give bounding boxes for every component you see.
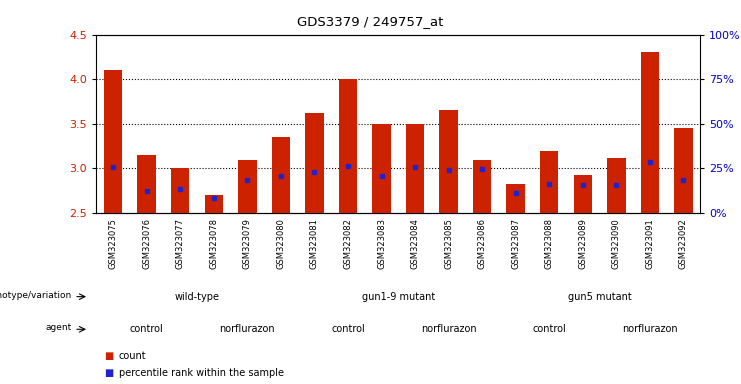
Bar (372, 124, 391, 213)
Text: norflurazon: norflurazon (622, 324, 678, 334)
Text: GSM323089: GSM323089 (578, 218, 588, 269)
Text: GSM323092: GSM323092 (679, 218, 688, 269)
Text: control: control (532, 324, 566, 334)
Text: GSM323081: GSM323081 (310, 218, 319, 269)
Text: percentile rank within the sample: percentile rank within the sample (119, 368, 284, 378)
Bar (674, 128, 693, 213)
Text: GSM323087: GSM323087 (511, 218, 520, 270)
Text: ■: ■ (104, 351, 113, 361)
Text: GSM323079: GSM323079 (243, 218, 252, 269)
Text: genotype/variation: genotype/variation (0, 291, 73, 300)
Bar (205, 195, 223, 213)
Text: GSM323077: GSM323077 (176, 218, 185, 270)
Text: GSM323080: GSM323080 (276, 218, 285, 269)
Text: GSM323085: GSM323085 (444, 218, 453, 269)
Bar (607, 158, 625, 213)
Text: GSM323084: GSM323084 (411, 218, 419, 269)
Text: GSM323088: GSM323088 (545, 218, 554, 270)
Text: GSM323090: GSM323090 (612, 218, 621, 269)
Text: GSM323086: GSM323086 (478, 218, 487, 270)
Bar (171, 169, 190, 213)
Text: control: control (331, 324, 365, 334)
Text: wild-type: wild-type (174, 291, 219, 302)
Bar (507, 184, 525, 213)
Bar (238, 160, 256, 213)
Text: gun1-9 mutant: gun1-9 mutant (362, 291, 435, 302)
Text: control: control (130, 324, 164, 334)
Text: GSM323091: GSM323091 (645, 218, 654, 269)
Text: GSM323076: GSM323076 (142, 218, 151, 270)
Bar (305, 113, 324, 213)
Bar (272, 137, 290, 213)
Bar (137, 155, 156, 213)
Text: GSM323083: GSM323083 (377, 218, 386, 270)
Text: GDS3379 / 249757_at: GDS3379 / 249757_at (297, 15, 444, 28)
Text: ■: ■ (104, 368, 113, 378)
Bar (540, 151, 559, 213)
Bar (641, 53, 659, 213)
Text: norflurazon: norflurazon (421, 324, 476, 334)
Text: norflurazon: norflurazon (219, 324, 275, 334)
Text: count: count (119, 351, 146, 361)
Text: GSM323075: GSM323075 (109, 218, 118, 269)
Bar (339, 79, 357, 213)
Text: GSM323082: GSM323082 (344, 218, 353, 269)
Text: GSM323078: GSM323078 (209, 218, 219, 270)
Text: agent: agent (46, 323, 73, 332)
Bar (406, 124, 425, 213)
Text: gun5 mutant: gun5 mutant (568, 291, 631, 302)
Bar (439, 111, 458, 213)
Bar (574, 175, 592, 213)
Bar (104, 70, 122, 213)
Bar (473, 160, 491, 213)
